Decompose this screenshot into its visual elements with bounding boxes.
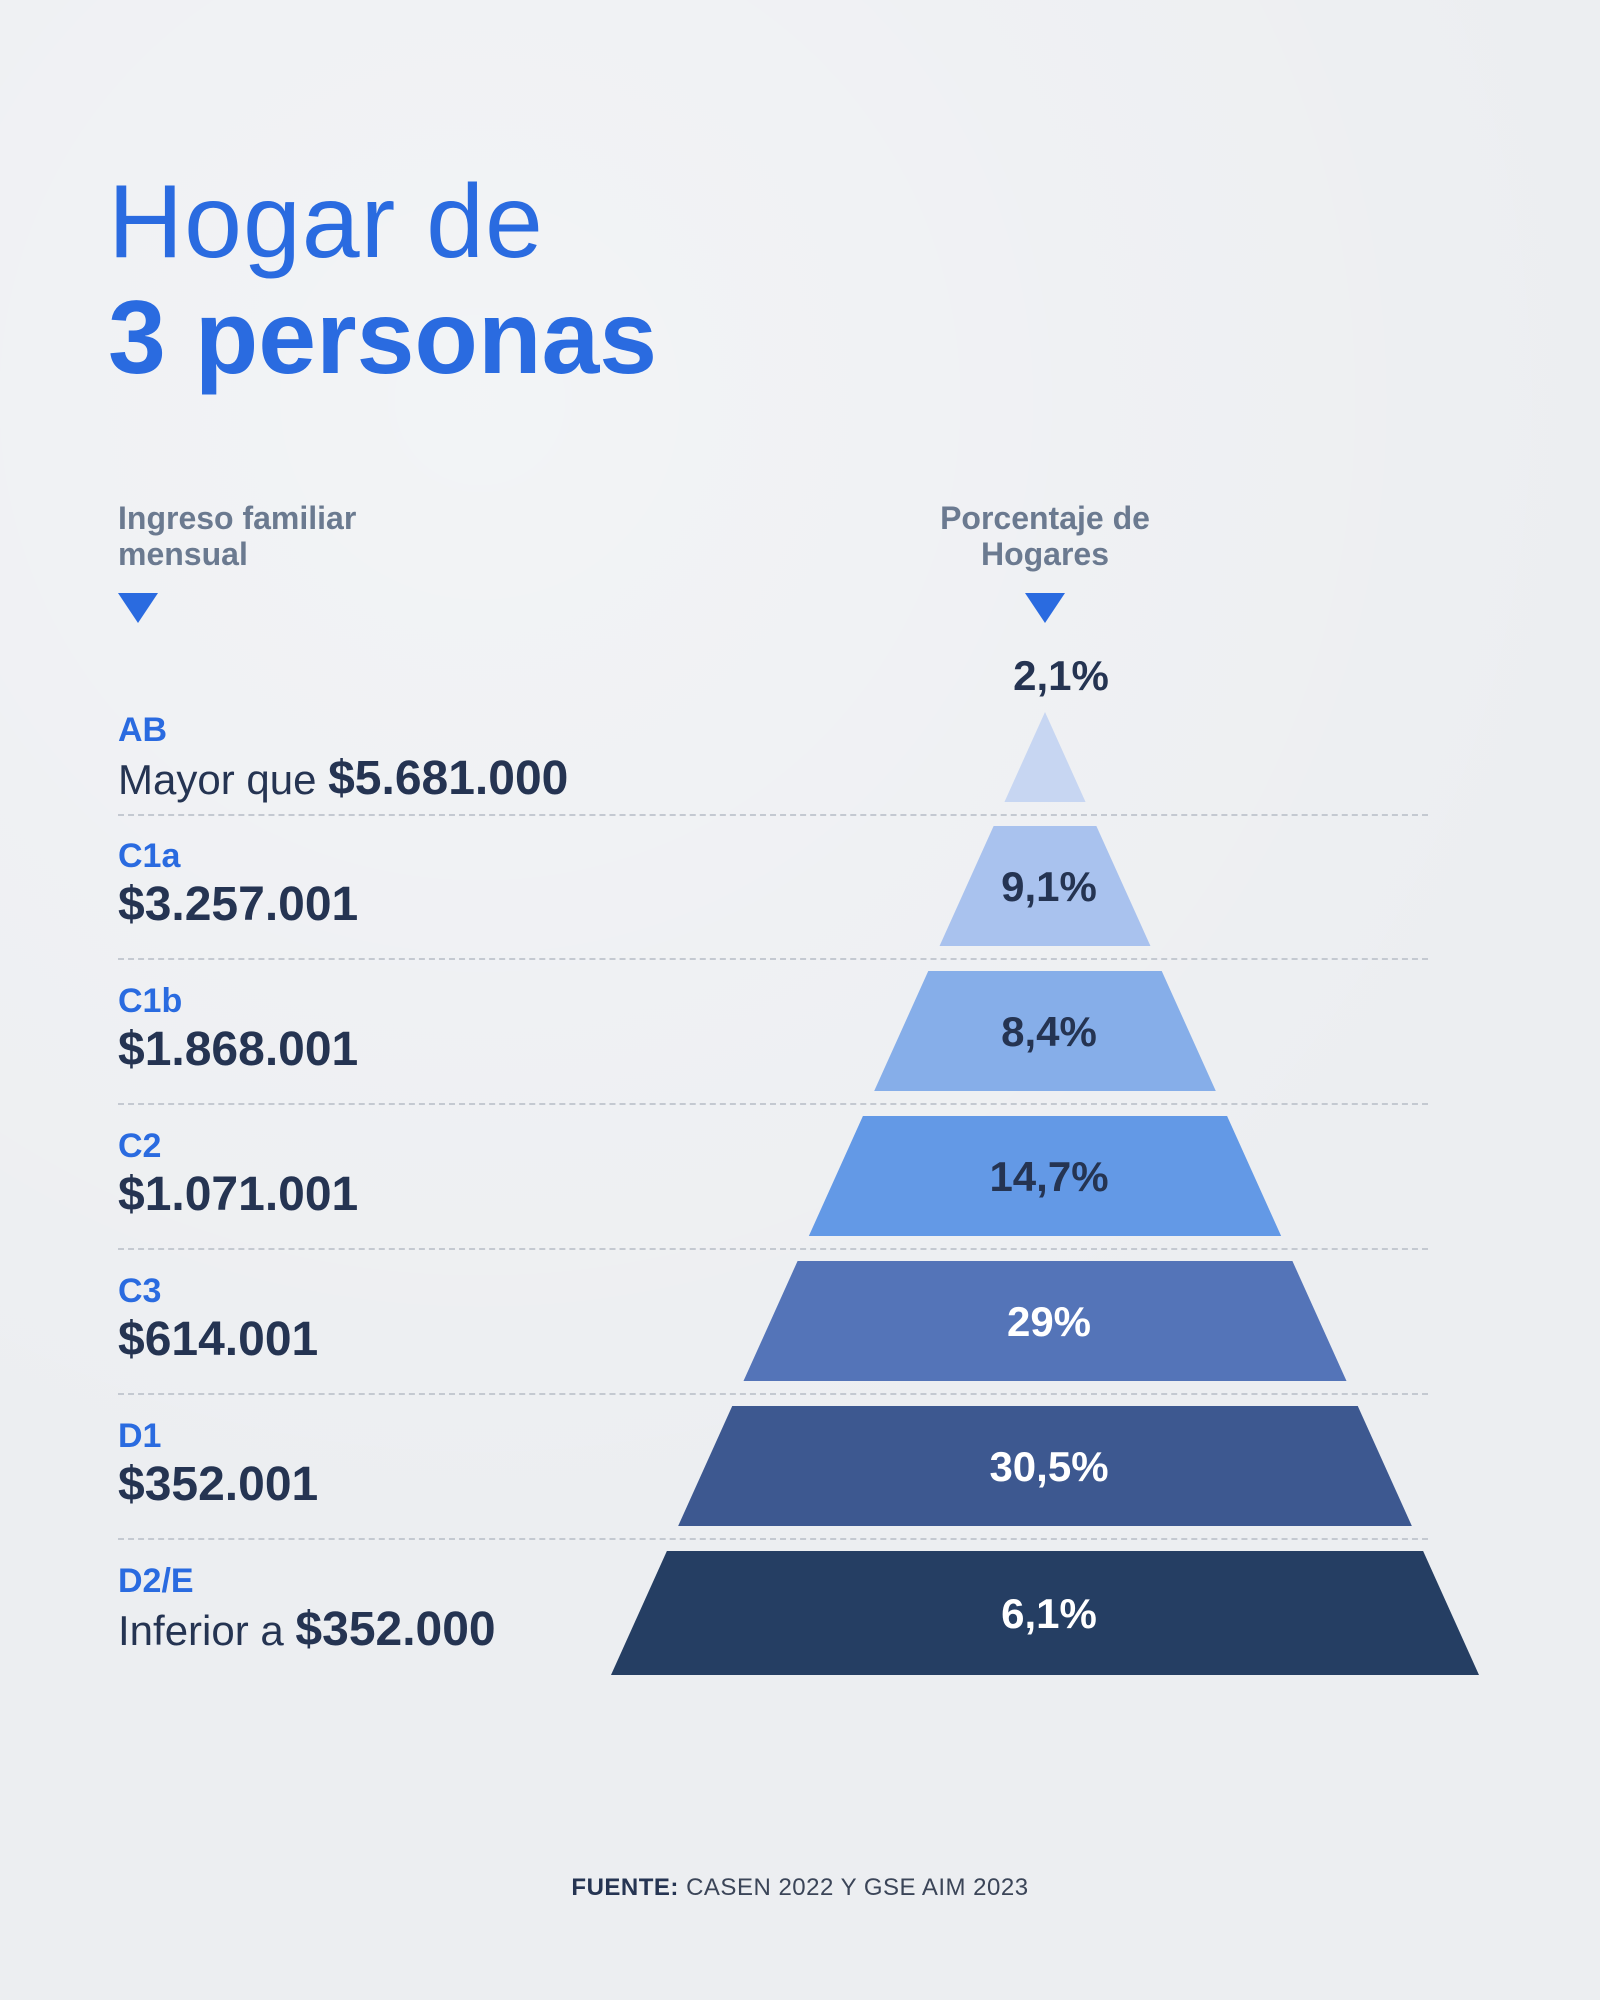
- pyramid-percent-label: 2,1%: [1013, 652, 1109, 699]
- pyramid-slab-c1a: [939, 826, 1151, 946]
- tier-name: C1a: [118, 837, 181, 875]
- pyramid-slab-ab: [1004, 712, 1086, 802]
- tier-name: C3: [118, 1272, 162, 1310]
- tier-income-prefix: Mayor que: [118, 756, 329, 803]
- pyramid-slab-d2-e: [611, 1551, 1479, 1675]
- tier-income-amount: $5.681.000: [328, 752, 569, 805]
- source-label: FUENTE:: [571, 1874, 679, 1901]
- tier-income: $1.868.001: [118, 1023, 358, 1077]
- pyramid-percent-label: 6,1%: [1001, 1590, 1097, 1637]
- income-column-header: Ingreso familiar mensual: [118, 500, 357, 572]
- tier-income-amount: $614.001: [118, 1313, 319, 1366]
- tier-income: $614.001: [118, 1313, 318, 1367]
- pyramid-slab-c2: [808, 1116, 1282, 1236]
- title-line-1: Hogar de: [108, 164, 544, 280]
- tier-name: D2/E: [118, 1562, 194, 1600]
- tier-income-amount: $352.001: [118, 1458, 319, 1511]
- tier-divider: [118, 1538, 1428, 1540]
- tier-divider: [118, 958, 1428, 960]
- pyramid-slab-d1: [678, 1406, 1412, 1526]
- source-note: FUENTE: CASEN 2022 Y GSE AIM 2023: [0, 1874, 1600, 1902]
- tier-divider: [118, 814, 1428, 816]
- pyramid-slab-c3: [743, 1261, 1347, 1381]
- tier-name: C1b: [118, 982, 183, 1020]
- percent-down-arrow-icon: [1025, 593, 1065, 623]
- tier-income: $3.257.001: [118, 878, 358, 932]
- pyramid-percent-label: 30,5%: [989, 1443, 1108, 1490]
- tier-divider: [118, 1103, 1428, 1105]
- tier-income: Inferior a $352.000: [118, 1603, 496, 1658]
- pyramid-percent-label: 8,4%: [1001, 1008, 1097, 1055]
- pyramid-percent-label: 14,7%: [989, 1153, 1108, 1200]
- tier-name: C2: [118, 1127, 162, 1165]
- tier-income-prefix: Inferior a: [118, 1607, 296, 1654]
- income-down-arrow-icon: [118, 593, 158, 623]
- tier-name: AB: [118, 711, 168, 749]
- tier-income-amount: $352.000: [295, 1603, 496, 1656]
- tier-income: Mayor que $5.681.000: [118, 752, 568, 807]
- tier-income-amount: $1.868.001: [118, 1023, 359, 1076]
- tier-income-amount: $1.071.001: [118, 1168, 359, 1221]
- tier-divider: [118, 1248, 1428, 1250]
- tier-income: $1.071.001: [118, 1168, 358, 1222]
- tier-divider: [118, 1393, 1428, 1395]
- pyramid-percent-label: 29%: [1007, 1298, 1091, 1345]
- page-title: Hogar de 3 personas: [108, 170, 657, 390]
- pyramid-percent-label: 9,1%: [1001, 863, 1097, 910]
- tier-income: $352.001: [118, 1458, 318, 1512]
- tier-name: D1: [118, 1417, 162, 1455]
- percent-column-header: Porcentaje de Hogares: [940, 500, 1150, 572]
- source-text: CASEN 2022 Y GSE AIM 2023: [678, 1874, 1029, 1901]
- tier-income-amount: $3.257.001: [118, 878, 359, 931]
- title-line-2: 3 personas: [108, 280, 658, 396]
- pyramid-slab-c1b: [874, 971, 1216, 1091]
